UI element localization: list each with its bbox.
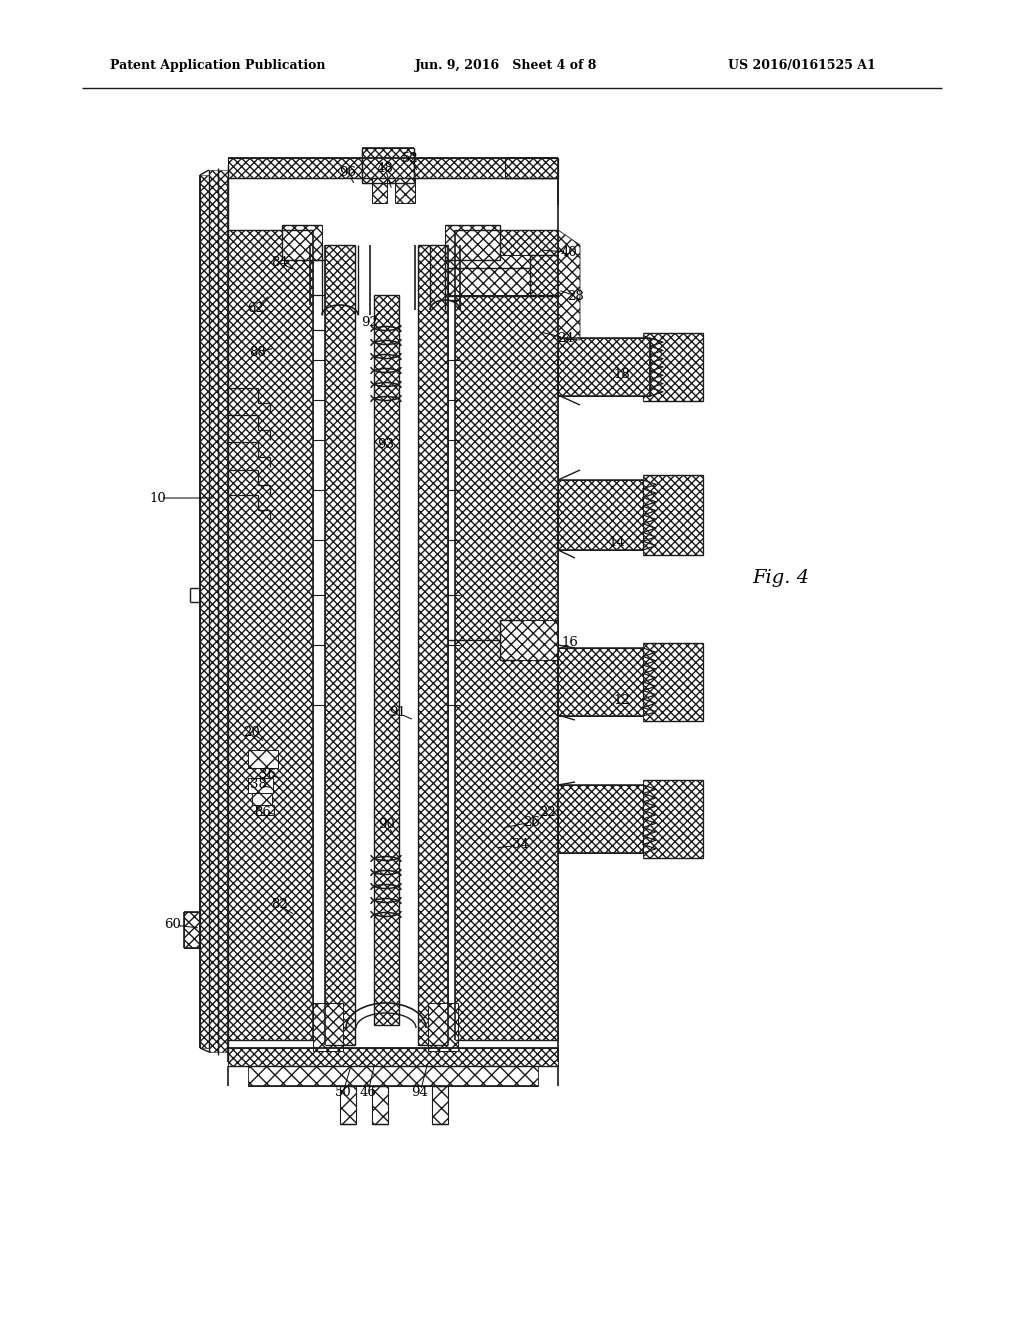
Text: 62: 62: [248, 301, 264, 314]
Bar: [362, 148, 414, 183]
Bar: [418, 246, 449, 1045]
Bar: [558, 480, 643, 550]
Text: 92: 92: [361, 317, 379, 330]
Text: 22: 22: [540, 807, 556, 820]
Bar: [228, 1048, 558, 1067]
Text: Fig. 4: Fig. 4: [752, 569, 809, 587]
Text: 60: 60: [165, 919, 181, 932]
Text: US 2016/0161525 A1: US 2016/0161525 A1: [728, 58, 876, 71]
Bar: [313, 1003, 343, 1051]
Bar: [355, 246, 418, 1045]
Bar: [340, 1086, 356, 1125]
Bar: [445, 224, 500, 260]
Text: 96: 96: [340, 166, 356, 180]
Bar: [643, 475, 703, 554]
Text: 82: 82: [270, 899, 288, 912]
Bar: [505, 158, 558, 178]
Text: Patent Application Publication: Patent Application Publication: [110, 58, 326, 71]
Text: 24: 24: [558, 331, 574, 345]
Bar: [256, 805, 274, 814]
Bar: [228, 230, 313, 1040]
Bar: [248, 777, 273, 793]
Text: 34: 34: [512, 838, 528, 851]
Bar: [432, 1086, 449, 1125]
Bar: [449, 255, 530, 294]
Text: 36: 36: [258, 768, 275, 781]
Text: 88: 88: [249, 346, 265, 359]
Text: 93: 93: [378, 438, 394, 451]
Bar: [372, 178, 387, 203]
Text: 26: 26: [523, 816, 541, 829]
Bar: [184, 912, 200, 948]
Text: 20: 20: [244, 726, 260, 739]
Bar: [252, 793, 272, 805]
Polygon shape: [558, 230, 580, 341]
Text: 12: 12: [613, 693, 631, 706]
Text: 91: 91: [389, 706, 407, 719]
Text: 46: 46: [359, 1086, 377, 1100]
Bar: [428, 1003, 458, 1051]
Text: 84: 84: [271, 256, 289, 269]
Text: 52: 52: [401, 152, 419, 165]
Bar: [643, 780, 703, 858]
Text: 10: 10: [150, 491, 166, 504]
Bar: [228, 158, 558, 178]
Bar: [395, 178, 415, 203]
Bar: [500, 620, 558, 660]
Text: 94: 94: [412, 1086, 428, 1100]
Bar: [643, 333, 703, 401]
Bar: [325, 246, 355, 1045]
Bar: [248, 750, 278, 768]
Bar: [558, 785, 643, 853]
Bar: [455, 230, 558, 1040]
Bar: [558, 338, 650, 396]
Text: 18: 18: [613, 368, 631, 381]
Text: 28: 28: [567, 289, 585, 302]
Bar: [558, 648, 643, 715]
Text: 16: 16: [561, 636, 579, 649]
Bar: [209, 170, 228, 1052]
Text: 50: 50: [335, 1086, 351, 1100]
Text: 48: 48: [377, 161, 393, 174]
Text: 38: 38: [250, 779, 266, 792]
Bar: [374, 294, 399, 1026]
Text: 86: 86: [255, 805, 271, 818]
Text: 90: 90: [379, 818, 395, 832]
Bar: [643, 643, 703, 721]
Bar: [372, 1086, 388, 1125]
Bar: [248, 1067, 538, 1086]
Bar: [200, 176, 218, 1048]
Text: 40: 40: [560, 246, 578, 259]
Bar: [282, 224, 322, 260]
Text: 14: 14: [608, 536, 626, 549]
Text: Jun. 9, 2016   Sheet 4 of 8: Jun. 9, 2016 Sheet 4 of 8: [415, 58, 597, 71]
